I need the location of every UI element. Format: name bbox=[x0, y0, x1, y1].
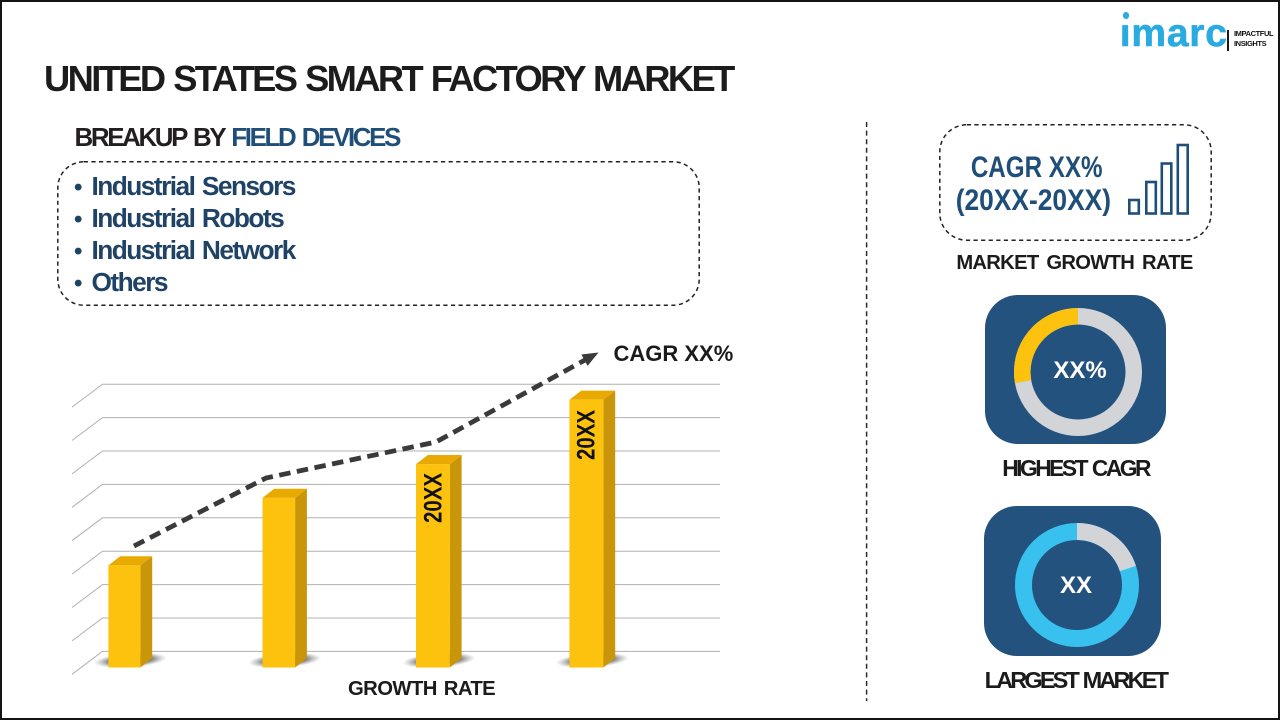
svg-text:XX%: XX% bbox=[1053, 357, 1106, 384]
svg-text:XX: XX bbox=[1059, 572, 1091, 599]
svg-text:20XX: 20XX bbox=[573, 410, 601, 460]
svg-text:20XX: 20XX bbox=[420, 473, 448, 523]
